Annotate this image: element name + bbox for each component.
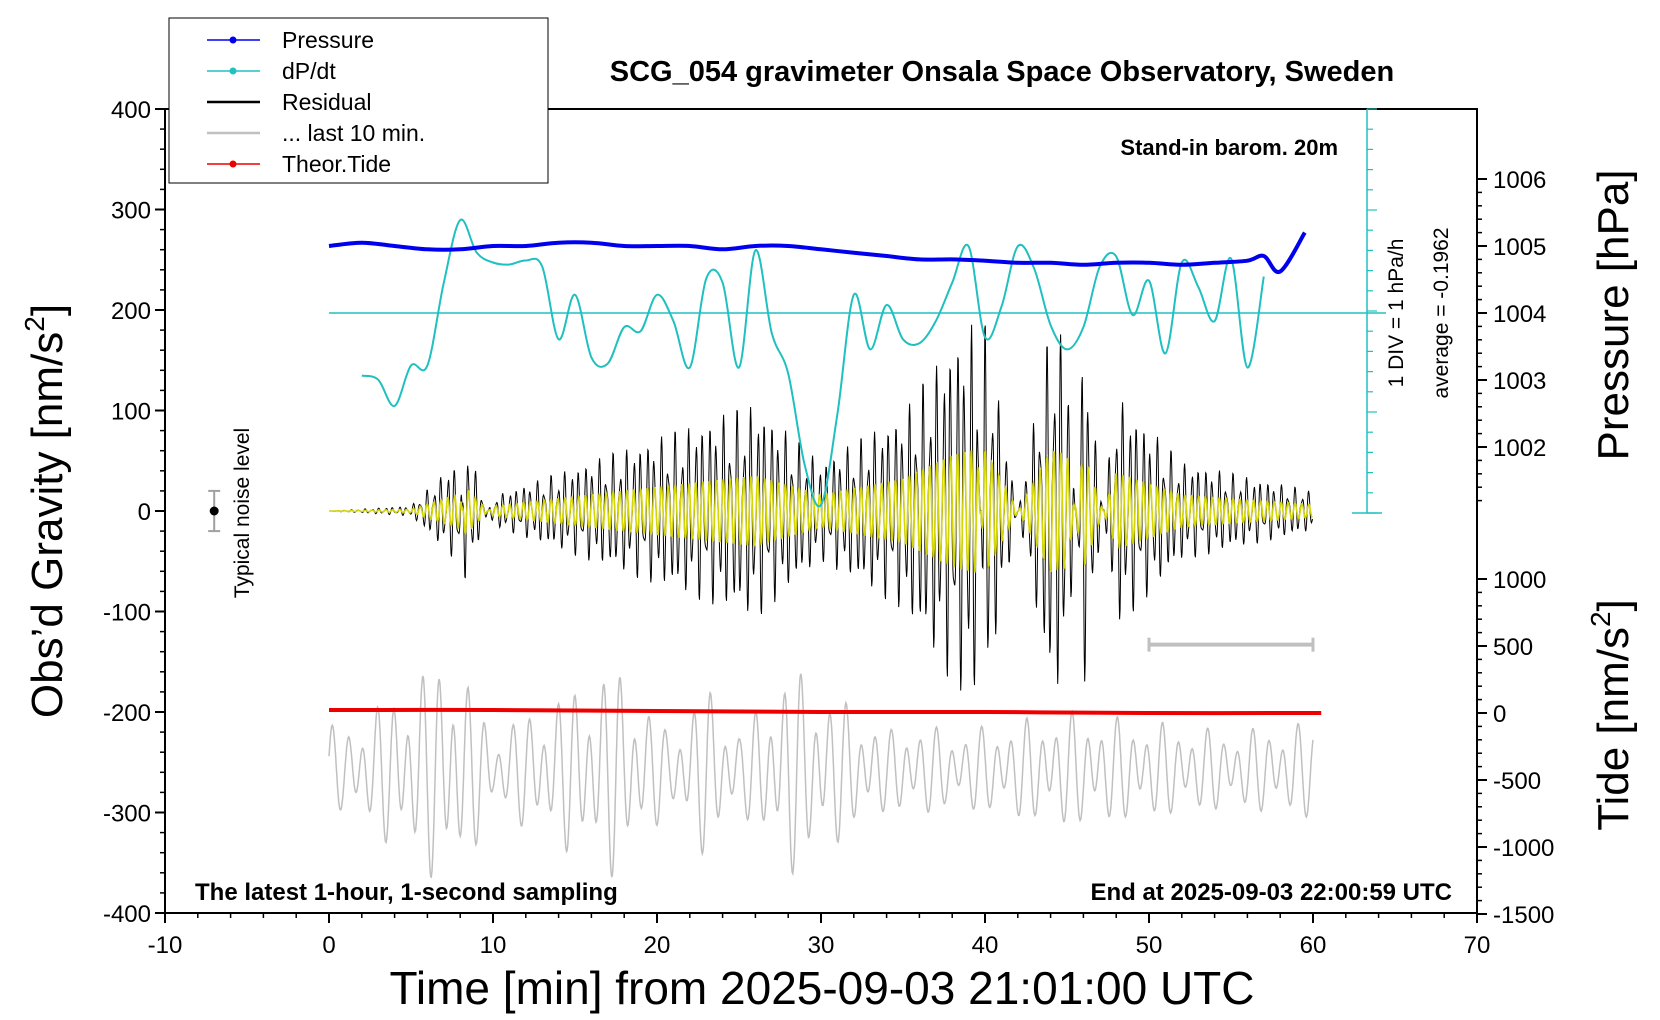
x-tick-label: 0 — [322, 932, 335, 959]
residual-line — [329, 324, 1313, 691]
pressure-tick-label: 1003 — [1493, 368, 1546, 395]
y-label-close: ] — [23, 304, 72, 316]
y-tick-label: -100 — [103, 600, 151, 627]
pressure-line — [328, 231, 1307, 275]
chart-title: SCG_054 gravimeter Onsala Space Observat… — [610, 56, 1394, 88]
pressure-tick-label: 1002 — [1493, 435, 1546, 462]
x-tick-label: 40 — [972, 932, 999, 959]
legend-label: dP/dt — [282, 58, 336, 84]
tide-label-sup: 2 — [1585, 611, 1616, 627]
tide-label-close: ] — [1589, 599, 1638, 611]
pressure-axis-label: Pressure [hPa] — [1589, 169, 1638, 460]
legend-label: ... last 10 min. — [282, 120, 425, 146]
tide-axis-label: Tide [nm/s2] — [1585, 599, 1638, 831]
tide-tick-label: 500 — [1493, 634, 1533, 661]
pressure-tick-label: 1005 — [1493, 234, 1546, 261]
pressure-axis: 1006 1005 1004 1003 1002 — [1477, 167, 1546, 502]
barom-note: Stand-in barom. 20m — [1120, 135, 1338, 160]
x-tick-label: -10 — [148, 932, 183, 959]
x-tick-label: 20 — [644, 932, 671, 959]
y-label-main: Obs’d Gravity [nm/s — [23, 332, 72, 718]
residual-filtered-line — [329, 450, 1313, 573]
legend-marker — [229, 36, 237, 44]
average-note: average = -0.1962 — [1430, 227, 1453, 398]
legend-label: Theor.Tide — [282, 151, 391, 177]
left-y-axis: 400 300 200 100 0 -100 -200 -300 -400 — [103, 97, 165, 928]
x-tick-label: 10 — [480, 932, 507, 959]
legend-marker — [229, 160, 237, 168]
y-label-sup: 2 — [19, 316, 50, 332]
end-note: End at 2025-09-03 22:00:59 UTC — [1091, 879, 1453, 906]
y-tick-label: 200 — [111, 298, 151, 325]
legend-label: Pressure — [282, 27, 374, 53]
dpdt-line — [361, 218, 1265, 508]
tide-label-main: Tide [nm/s — [1589, 627, 1638, 831]
pressure-tick-label: 1006 — [1493, 167, 1546, 194]
x-axis-label: Time [min] from 2025-09-03 21:01:00 UTC — [390, 962, 1255, 1014]
legend-box — [168, 17, 549, 184]
x-axis: -10 0 10 20 30 40 50 60 70 — [148, 913, 1491, 959]
tide-tick-label: -500 — [1493, 768, 1541, 795]
tide-tick-label: 1000 — [1493, 567, 1546, 594]
div-note: 1 DIV = 1 hPa/h — [1385, 239, 1408, 388]
y-tick-label: 300 — [111, 198, 151, 225]
series-layer — [208, 218, 1322, 879]
noise-note: Typical noise level — [231, 428, 254, 598]
tide-line — [328, 707, 1322, 716]
x-tick-label: 60 — [1300, 932, 1327, 959]
legend: Pressure dP/dt Residual ... last 10 min. The… — [168, 17, 549, 184]
pressure-tick-label: 1004 — [1493, 301, 1546, 328]
x-tick-label: 50 — [1136, 932, 1163, 959]
x-tick-label: 30 — [808, 932, 835, 959]
y-tick-label: -200 — [103, 700, 151, 727]
last-10-min-line — [328, 673, 1314, 879]
tide-tick-label: -1500 — [1493, 902, 1554, 929]
legend-marker — [229, 67, 237, 75]
y-tick-label: -300 — [103, 801, 151, 828]
noise-point — [209, 506, 219, 516]
tide-tick-label: -1000 — [1493, 835, 1554, 862]
y-tick-label: 100 — [111, 399, 151, 426]
y-tick-label: 0 — [138, 499, 151, 526]
x-tick-label: 70 — [1464, 932, 1491, 959]
latest-note: The latest 1-hour, 1-second sampling — [195, 879, 618, 906]
legend-label: Residual — [282, 89, 372, 115]
y-tick-label: -400 — [103, 901, 151, 928]
y-tick-label: 400 — [111, 97, 151, 124]
dpdt-scale-axis — [1352, 108, 1382, 514]
tide-tick-label: 0 — [1493, 701, 1506, 728]
tide-axis: 1000 500 0 -500 -1000 -1500 — [1477, 567, 1554, 929]
y-axis-label-left: Obs’d Gravity [nm/s2] — [19, 304, 72, 718]
